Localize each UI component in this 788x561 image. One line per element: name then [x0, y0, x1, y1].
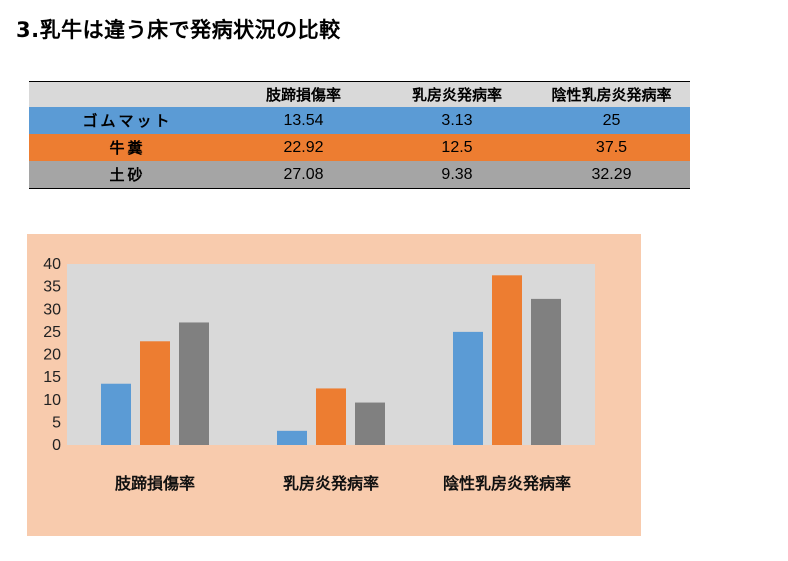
table-cell: 25 — [602, 111, 621, 129]
bar — [277, 430, 307, 445]
table-cell: 22.92 — [283, 138, 324, 156]
table-header-row: 肢蹄損傷率 乳房炎発病率 陰性乳房炎発病率 — [29, 81, 690, 108]
table-row: 土砂 27.08 9.38 32.29 — [29, 161, 690, 189]
row-label: ゴムマット — [82, 112, 173, 130]
bar-chart: 0 5 10 15 20 25 30 35 40 肢蹄損傷率 乳房炎発病率 陰性乳房炎発病率 — [27, 234, 641, 536]
bar — [316, 388, 346, 445]
table-row: 牛糞 22.92 12.5 37.5 — [29, 134, 690, 161]
table-cell: 9.38 — [441, 165, 473, 183]
table-row: ゴムマット 13.54 3.13 25 — [29, 107, 690, 134]
bar — [140, 341, 170, 445]
table-header-cell: 陰性乳房炎発病率 — [551, 86, 672, 104]
x-category-label: 陰性乳房炎発病率 — [443, 474, 571, 493]
y-tick-label: 20 — [43, 347, 61, 364]
bar — [531, 298, 561, 445]
table-cell: 3.13 — [441, 111, 473, 129]
x-category-label: 肢蹄損傷率 — [115, 474, 195, 493]
table-cell: 13.54 — [283, 111, 324, 129]
bar — [453, 331, 483, 445]
row-label: 牛糞 — [109, 139, 146, 157]
x-category-label: 乳房炎発病率 — [283, 474, 379, 493]
y-tick-label: 40 — [43, 256, 61, 273]
y-tick-label: 30 — [43, 301, 61, 318]
y-tick-label: 0 — [52, 437, 61, 454]
bar — [492, 275, 522, 445]
table-header-cell: 肢蹄損傷率 — [265, 86, 341, 104]
comparison-table: 肢蹄損傷率 乳房炎発病率 陰性乳房炎発病率 ゴムマット 13.54 3.13 2… — [29, 81, 690, 189]
bar — [355, 402, 385, 445]
table-cell: 32.29 — [591, 165, 632, 183]
bar-chart-svg: 0 5 10 15 20 25 30 35 40 肢蹄損傷率 乳房炎発病率 陰性乳房炎発病率 — [43, 256, 595, 493]
y-tick-label: 10 — [43, 392, 61, 409]
page-title: 3.乳牛は違う床で発病状況の比較 — [16, 18, 341, 42]
y-tick-label: 5 — [52, 414, 61, 431]
table-cell: 37.5 — [595, 138, 628, 156]
row-label: 土砂 — [109, 166, 146, 184]
y-tick-label: 35 — [43, 279, 61, 296]
bar — [101, 383, 131, 445]
table-cell: 27.08 — [283, 165, 324, 183]
y-tick-label: 25 — [43, 324, 61, 341]
bar — [179, 322, 209, 445]
table-header-cell — [29, 82, 226, 108]
y-tick-label: 15 — [43, 369, 61, 386]
table-header-cell: 乳房炎発病率 — [411, 86, 502, 104]
table-cell: 12.5 — [441, 138, 473, 156]
